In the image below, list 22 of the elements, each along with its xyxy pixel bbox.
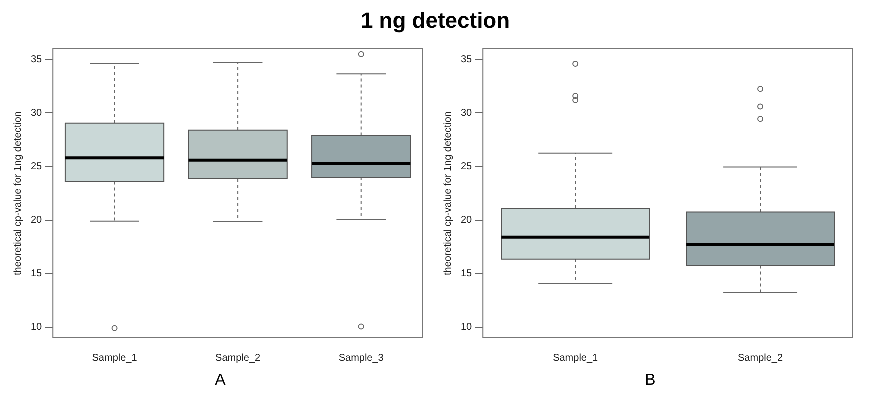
y-tick-label: 25 <box>31 161 43 172</box>
x-tick-label: Sample_2 <box>738 352 784 364</box>
y-tick-label: 10 <box>461 322 473 334</box>
y-axis-title: theoretical cp-value for 1ng detection <box>442 112 454 276</box>
y-tick-label: 30 <box>31 108 43 119</box>
y-tick-label: 25 <box>461 161 473 172</box>
y-tick-label: 15 <box>461 268 473 280</box>
y-tick-label: 35 <box>461 54 473 66</box>
text: A <box>215 372 226 390</box>
x-tick-label: Sample_3 <box>338 352 384 364</box>
x-tick-label: Sample_1 <box>553 352 599 364</box>
y-tick-label: 15 <box>31 268 43 280</box>
x-tick-label: Sample_1 <box>92 352 138 364</box>
chart-title: 1 ng detection <box>360 8 512 34</box>
text: B <box>645 372 656 390</box>
y-axis-title: theoretical cp-value for 1ng detection <box>12 112 24 276</box>
y-tick-label: 20 <box>31 215 43 226</box>
y-tick-label: 10 <box>31 322 43 334</box>
y-tick-label: 30 <box>461 108 473 119</box>
x-tick-label: Sample_2 <box>216 352 262 364</box>
y-tick-label: 35 <box>31 54 43 66</box>
y-tick-label: 20 <box>461 215 473 226</box>
